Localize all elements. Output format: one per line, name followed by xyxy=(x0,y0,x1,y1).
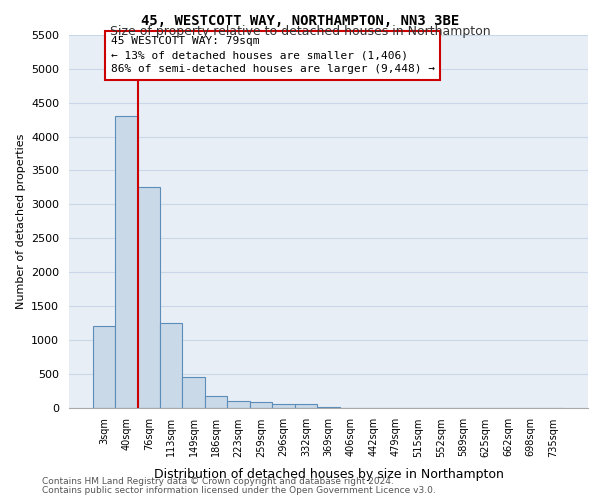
Bar xyxy=(160,323,182,407)
Bar xyxy=(182,377,205,408)
Bar xyxy=(295,404,317,407)
Bar xyxy=(272,404,295,407)
Text: Contains HM Land Registry data © Crown copyright and database right 2024.: Contains HM Land Registry data © Crown c… xyxy=(42,477,394,486)
Bar xyxy=(92,326,115,407)
Text: 45 WESTCOTT WAY: 79sqm
← 13% of detached houses are smaller (1,406)
86% of semi-: 45 WESTCOTT WAY: 79sqm ← 13% of detached… xyxy=(110,36,434,74)
Text: Size of property relative to detached houses in Northampton: Size of property relative to detached ho… xyxy=(110,25,490,38)
Text: Contains public sector information licensed under the Open Government Licence v3: Contains public sector information licen… xyxy=(42,486,436,495)
Bar xyxy=(205,396,227,407)
Y-axis label: Number of detached properties: Number of detached properties xyxy=(16,134,26,309)
Text: 45, WESTCOTT WAY, NORTHAMPTON, NN3 3BE: 45, WESTCOTT WAY, NORTHAMPTON, NN3 3BE xyxy=(141,14,459,28)
X-axis label: Distribution of detached houses by size in Northampton: Distribution of detached houses by size … xyxy=(154,468,503,481)
Bar xyxy=(115,116,137,408)
Bar xyxy=(137,188,160,408)
Bar xyxy=(250,402,272,407)
Bar xyxy=(227,400,250,407)
